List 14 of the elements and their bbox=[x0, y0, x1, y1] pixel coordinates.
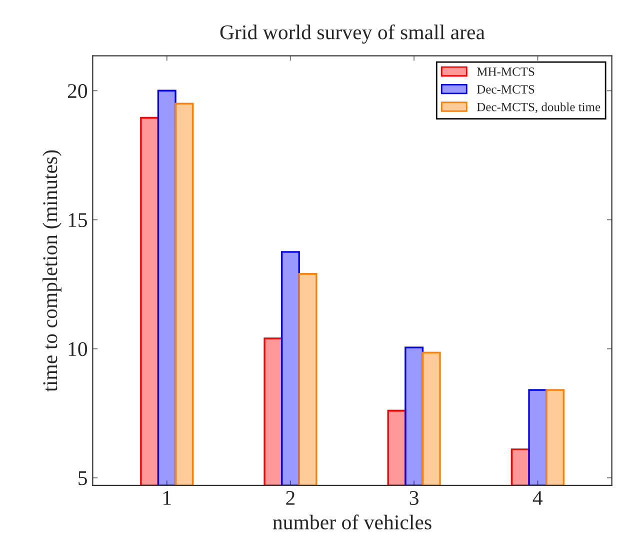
y-axis-title: time to completion (minutes) bbox=[42, 150, 62, 392]
y-tick-label: 5 bbox=[78, 471, 88, 486]
legend-label: Dec-MCTS, double time bbox=[476, 102, 600, 114]
y-tick-label: 10 bbox=[68, 342, 88, 356]
chart-title: Grid world survey of small area bbox=[220, 24, 485, 44]
y-tick-label: 15 bbox=[68, 213, 88, 228]
legend-label: Dec-MCTS bbox=[476, 85, 534, 94]
x-tick-label: 1 bbox=[163, 491, 171, 505]
x-axis-title: number of vehicles bbox=[272, 514, 432, 530]
legend-label: MH-MCTS bbox=[476, 68, 534, 76]
y-tick-label: 20 bbox=[68, 84, 88, 98]
x-tick-label: 3 bbox=[410, 490, 418, 505]
x-tick-label: 2 bbox=[286, 490, 295, 505]
x-tick-label: 4 bbox=[532, 491, 543, 505]
